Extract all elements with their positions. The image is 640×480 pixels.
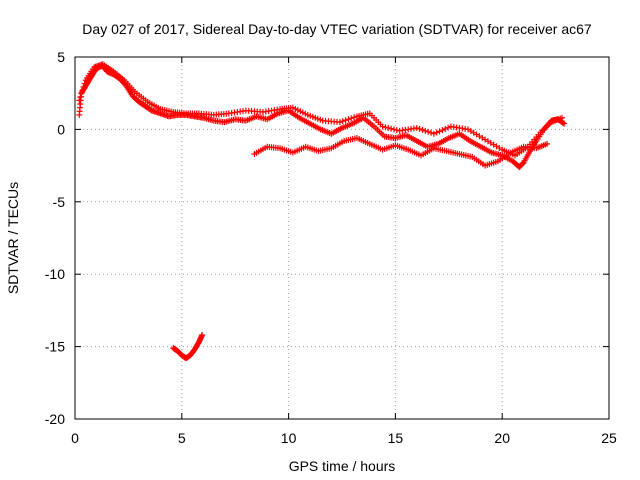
data-point-upper-band	[419, 126, 426, 133]
data-point-upper-band	[442, 125, 449, 132]
y-tick-label: 0	[57, 121, 65, 137]
x-tick-label: 10	[281, 430, 297, 446]
data-point-upper-band	[416, 125, 423, 132]
data-point-upper-band	[348, 115, 355, 122]
grid-lines	[75, 57, 609, 419]
data-point-upper-band	[385, 124, 392, 131]
data-point-upper-band	[345, 116, 352, 123]
data-point-upper-band	[428, 129, 434, 136]
data-point-upper-band	[559, 114, 566, 121]
data-point-isolated-segment	[199, 332, 206, 339]
x-tick-label: 15	[388, 430, 404, 446]
data-point-upper-band	[393, 127, 400, 134]
data-point-upper-band	[388, 125, 395, 132]
data-point-upper-band	[78, 90, 85, 97]
data-point-upper-band	[390, 126, 397, 133]
data-point-upper-band	[81, 80, 88, 87]
data-point-upper-band	[445, 124, 452, 131]
data-point-upper-band	[342, 117, 349, 124]
data-point-upper-band	[413, 124, 420, 131]
x-tick-label: 25	[601, 430, 617, 446]
y-tick-label: -5	[53, 194, 66, 210]
data-point-upper-band	[436, 128, 443, 135]
plot-frame	[74, 56, 610, 420]
x-tick-labels: 0 5 10 15 20 25	[71, 430, 617, 446]
data-point-upper-band	[351, 114, 358, 121]
data-point-upper-band	[425, 128, 432, 135]
data-point-main-trace	[560, 119, 567, 126]
data-point-upper-band	[76, 97, 83, 104]
data-point-main-trace	[561, 120, 568, 127]
data-point-upper-band	[382, 124, 389, 131]
y-tick-label: 5	[57, 49, 65, 65]
data-point-upper-band	[79, 87, 86, 94]
data-points	[76, 61, 568, 362]
y-tick-label: -15	[45, 339, 65, 355]
y-tick-labels: 5 0 -5 -10 -15 -20	[45, 49, 65, 427]
data-point-upper-band	[433, 129, 440, 136]
y-tick-label: -20	[45, 411, 65, 427]
x-tick-label: 20	[494, 430, 510, 446]
data-point-upper-band	[339, 118, 346, 125]
axis-ticks	[74, 56, 610, 420]
x-tick-label: 0	[71, 430, 79, 446]
data-point-upper-band	[379, 123, 386, 130]
y-axis-label: SDTVAR / TECUs	[5, 182, 21, 294]
data-point-upper-band	[422, 127, 429, 134]
x-axis-label: GPS time / hours	[289, 458, 396, 474]
data-point-upper-band	[80, 83, 87, 90]
x-tick-label: 5	[178, 430, 186, 446]
data-point-lower-band	[544, 140, 551, 147]
y-tick-label: -10	[45, 266, 65, 282]
chart-title: Day 027 of 2017, Sidereal Day-to-day VTE…	[82, 21, 592, 37]
data-point-upper-band	[336, 119, 343, 126]
data-point-upper-band	[439, 127, 446, 134]
data-point-upper-band	[430, 130, 437, 137]
data-point-upper-band	[77, 94, 84, 101]
